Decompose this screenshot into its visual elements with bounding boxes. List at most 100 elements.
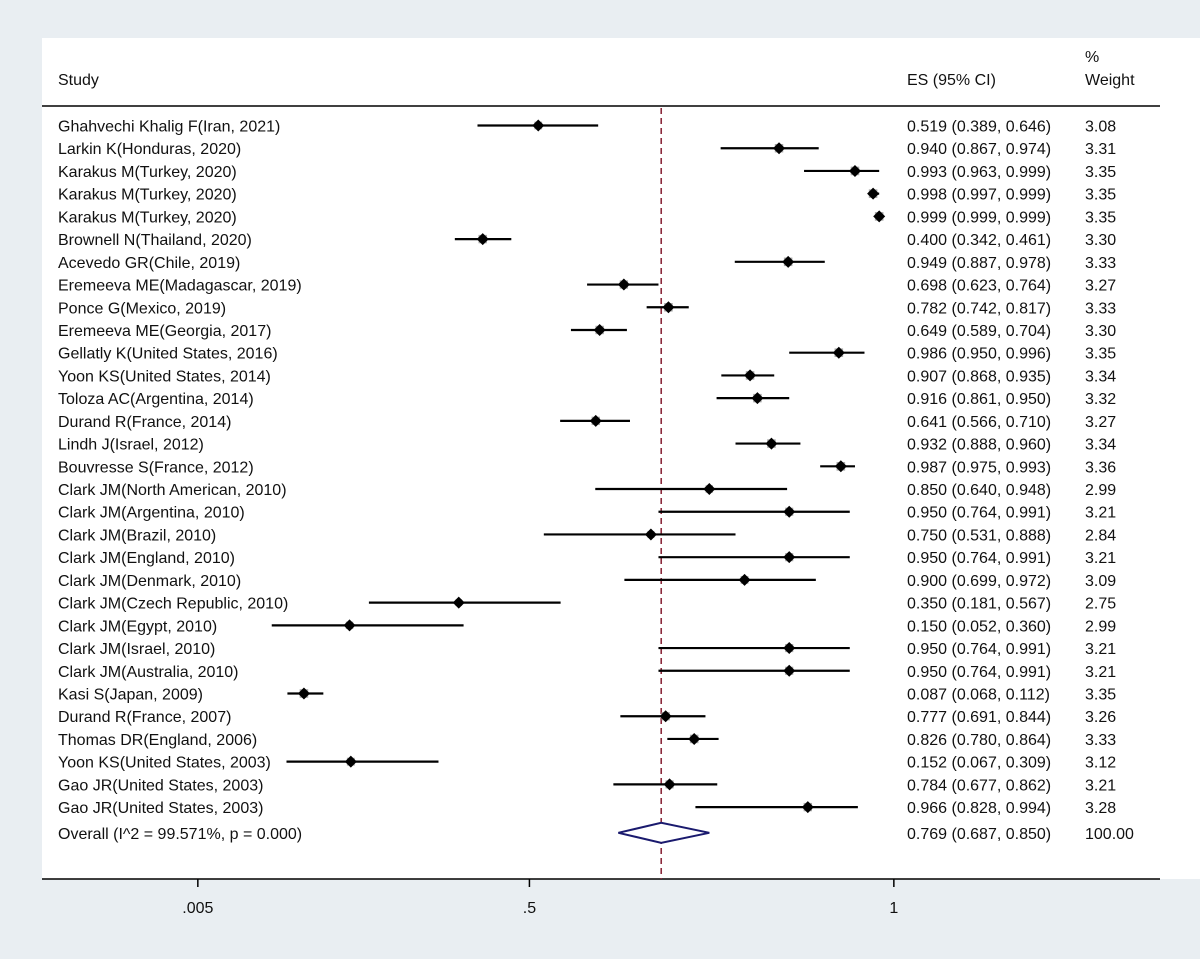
study-label: Yoon KS(United States, 2014) bbox=[58, 368, 271, 385]
weight-value: 3.08 bbox=[1085, 119, 1116, 136]
es-ci-value: 0.087 (0.068, 0.112) bbox=[907, 687, 1050, 704]
es-ci-value: 0.641 (0.566, 0.710) bbox=[907, 414, 1051, 431]
es-ci-value: 0.900 (0.699, 0.972) bbox=[907, 573, 1051, 590]
header-weight-percent: % bbox=[1085, 49, 1099, 66]
study-label: Gellatly K(United States, 2016) bbox=[58, 346, 278, 363]
study-row: Durand R(France, 2014) 0.641 (0.566, 0.71… bbox=[58, 414, 1116, 431]
weight-value: 2.99 bbox=[1085, 618, 1116, 635]
study-row: Durand R(France, 2007) 0.777 (0.691, 0.84… bbox=[58, 709, 1116, 726]
point-estimate-marker bbox=[589, 414, 602, 427]
weight-value: 3.33 bbox=[1085, 732, 1116, 749]
study-label: Lindh J(Israel, 2012) bbox=[58, 437, 204, 454]
point-estimate-marker bbox=[644, 528, 657, 541]
es-ci-value: 0.998 (0.997, 0.999) bbox=[907, 187, 1051, 204]
header-es: ES (95% CI) bbox=[907, 72, 996, 89]
point-estimate-marker bbox=[832, 346, 845, 359]
es-ci-value: 0.916 (0.861, 0.950) bbox=[907, 391, 1051, 408]
study-label: Clark JM(Brazil, 2010) bbox=[58, 527, 216, 544]
weight-value: 2.75 bbox=[1085, 596, 1116, 613]
point-estimate-marker bbox=[659, 710, 672, 723]
study-label: Yoon KS(United States, 2003) bbox=[58, 755, 271, 772]
study-row: Clark JM(Czech Republic, 2010) 0.350 (0.1… bbox=[58, 596, 1116, 613]
study-row: Karakus M(Turkey, 2020) 0.998 (0.997, 0.9… bbox=[58, 187, 1116, 204]
es-ci-value: 0.698 (0.623, 0.764) bbox=[907, 278, 1051, 295]
weight-value: 3.12 bbox=[1085, 755, 1116, 772]
es-ci-value: 0.987 (0.975, 0.993) bbox=[907, 459, 1051, 476]
x-tick-label: .5 bbox=[523, 900, 536, 917]
weight-value: 3.35 bbox=[1085, 209, 1116, 226]
study-row: Gao JR(United States, 2003) 0.966 (0.828,… bbox=[58, 800, 1116, 817]
study-row: Eremeeva ME(Madagascar, 2019) 0.698 (0.62… bbox=[58, 278, 1116, 295]
point-estimate-marker bbox=[783, 664, 796, 677]
study-row: Clark JM(Israel, 2010) 0.950 (0.764, 0.99… bbox=[58, 641, 1116, 658]
header-weight: Weight bbox=[1085, 72, 1135, 89]
weight-value: 3.21 bbox=[1085, 550, 1116, 567]
es-ci-value: 0.784 (0.677, 0.862) bbox=[907, 777, 1051, 794]
es-ci-value: 0.940 (0.867, 0.974) bbox=[907, 141, 1051, 158]
point-estimate-marker bbox=[343, 619, 356, 632]
weight-value: 3.34 bbox=[1085, 368, 1116, 385]
study-row: Clark JM(Egypt, 2010) 0.150 (0.052, 0.360… bbox=[58, 618, 1116, 635]
study-row: Clark JM(North American, 2010) 0.850 (0.6… bbox=[58, 482, 1116, 499]
point-estimate-marker bbox=[593, 323, 606, 336]
point-estimate-marker bbox=[873, 210, 886, 223]
point-estimate-marker bbox=[452, 596, 465, 609]
point-estimate-marker bbox=[663, 778, 676, 791]
point-estimate-marker bbox=[744, 369, 757, 382]
study-label: Clark JM(North American, 2010) bbox=[58, 482, 287, 499]
point-estimate-marker bbox=[662, 301, 675, 314]
x-tick-label: .005 bbox=[182, 900, 213, 917]
es-ci-value: 0.826 (0.780, 0.864) bbox=[907, 732, 1051, 749]
overall-label: Overall (I^2 = 99.571%, p = 0.000) bbox=[58, 826, 302, 843]
point-estimate-marker bbox=[848, 164, 861, 177]
study-label: Thomas DR(England, 2006) bbox=[58, 732, 257, 749]
weight-value: 3.35 bbox=[1085, 187, 1116, 204]
study-label: Karakus M(Turkey, 2020) bbox=[58, 209, 237, 226]
study-label: Eremeeva ME(Georgia, 2017) bbox=[58, 323, 271, 340]
weight-value: 3.31 bbox=[1085, 141, 1116, 158]
study-row: Clark JM(Argentina, 2010) 0.950 (0.764, 0… bbox=[58, 505, 1116, 522]
point-estimate-marker bbox=[688, 732, 701, 745]
study-row: Karakus M(Turkey, 2020) 0.999 (0.999, 0.9… bbox=[58, 209, 1116, 226]
study-row: Bouvresse S(France, 2012) 0.987 (0.975, 0… bbox=[58, 459, 1116, 476]
es-ci-value: 0.966 (0.828, 0.994) bbox=[907, 800, 1051, 817]
plot-panel bbox=[42, 38, 1200, 879]
study-label: Clark JM(Denmark, 2010) bbox=[58, 573, 241, 590]
study-label: Gao JR(United States, 2003) bbox=[58, 777, 263, 794]
weight-value: 3.21 bbox=[1085, 505, 1116, 522]
study-row: Clark JM(England, 2010) 0.950 (0.764, 0.9… bbox=[58, 550, 1116, 567]
weight-value: 3.21 bbox=[1085, 664, 1116, 681]
study-label: Durand R(France, 2014) bbox=[58, 414, 231, 431]
study-label: Durand R(France, 2007) bbox=[58, 709, 231, 726]
study-label: Bouvresse S(France, 2012) bbox=[58, 459, 254, 476]
point-estimate-marker bbox=[297, 687, 310, 700]
study-label: Gao JR(United States, 2003) bbox=[58, 800, 263, 817]
weight-value: 3.34 bbox=[1085, 437, 1116, 454]
point-estimate-marker bbox=[765, 437, 778, 450]
es-ci-value: 0.999 (0.999, 0.999) bbox=[907, 209, 1051, 226]
overall-diamond bbox=[618, 821, 710, 844]
point-estimate-marker bbox=[782, 255, 795, 268]
point-estimate-marker bbox=[617, 278, 630, 291]
study-row: Yoon KS(United States, 2014) 0.907 (0.868… bbox=[58, 368, 1116, 385]
study-label: Karakus M(Turkey, 2020) bbox=[58, 164, 237, 181]
study-label: Brownell N(Thailand, 2020) bbox=[58, 232, 252, 249]
point-estimate-marker bbox=[773, 142, 786, 155]
study-row: Ghahvechi Khalig F(Iran, 2021) 0.519 (0.3… bbox=[58, 119, 1116, 136]
study-label: Larkin K(Honduras, 2020) bbox=[58, 141, 241, 158]
es-ci-value: 0.350 (0.181, 0.567) bbox=[907, 596, 1051, 613]
es-ci-value: 0.993 (0.963, 0.999) bbox=[907, 164, 1051, 181]
weight-value: 3.27 bbox=[1085, 414, 1116, 431]
study-label: Ghahvechi Khalig F(Iran, 2021) bbox=[58, 119, 280, 136]
study-row: Kasi S(Japan, 2009) 0.087 (0.068, 0.112) 3… bbox=[58, 687, 1116, 704]
point-estimate-marker bbox=[738, 573, 751, 586]
study-row: Toloza AC(Argentina, 2014) 0.916 (0.861, … bbox=[58, 391, 1116, 408]
study-row: Gellatly K(United States, 2016) 0.986 (0.… bbox=[58, 346, 1116, 363]
point-estimate-marker bbox=[867, 187, 880, 200]
es-ci-value: 0.850 (0.640, 0.948) bbox=[907, 482, 1051, 499]
weight-value: 3.32 bbox=[1085, 391, 1116, 408]
study-label: Ponce G(Mexico, 2019) bbox=[58, 300, 226, 317]
es-ci-value: 0.949 (0.887, 0.978) bbox=[907, 255, 1051, 272]
